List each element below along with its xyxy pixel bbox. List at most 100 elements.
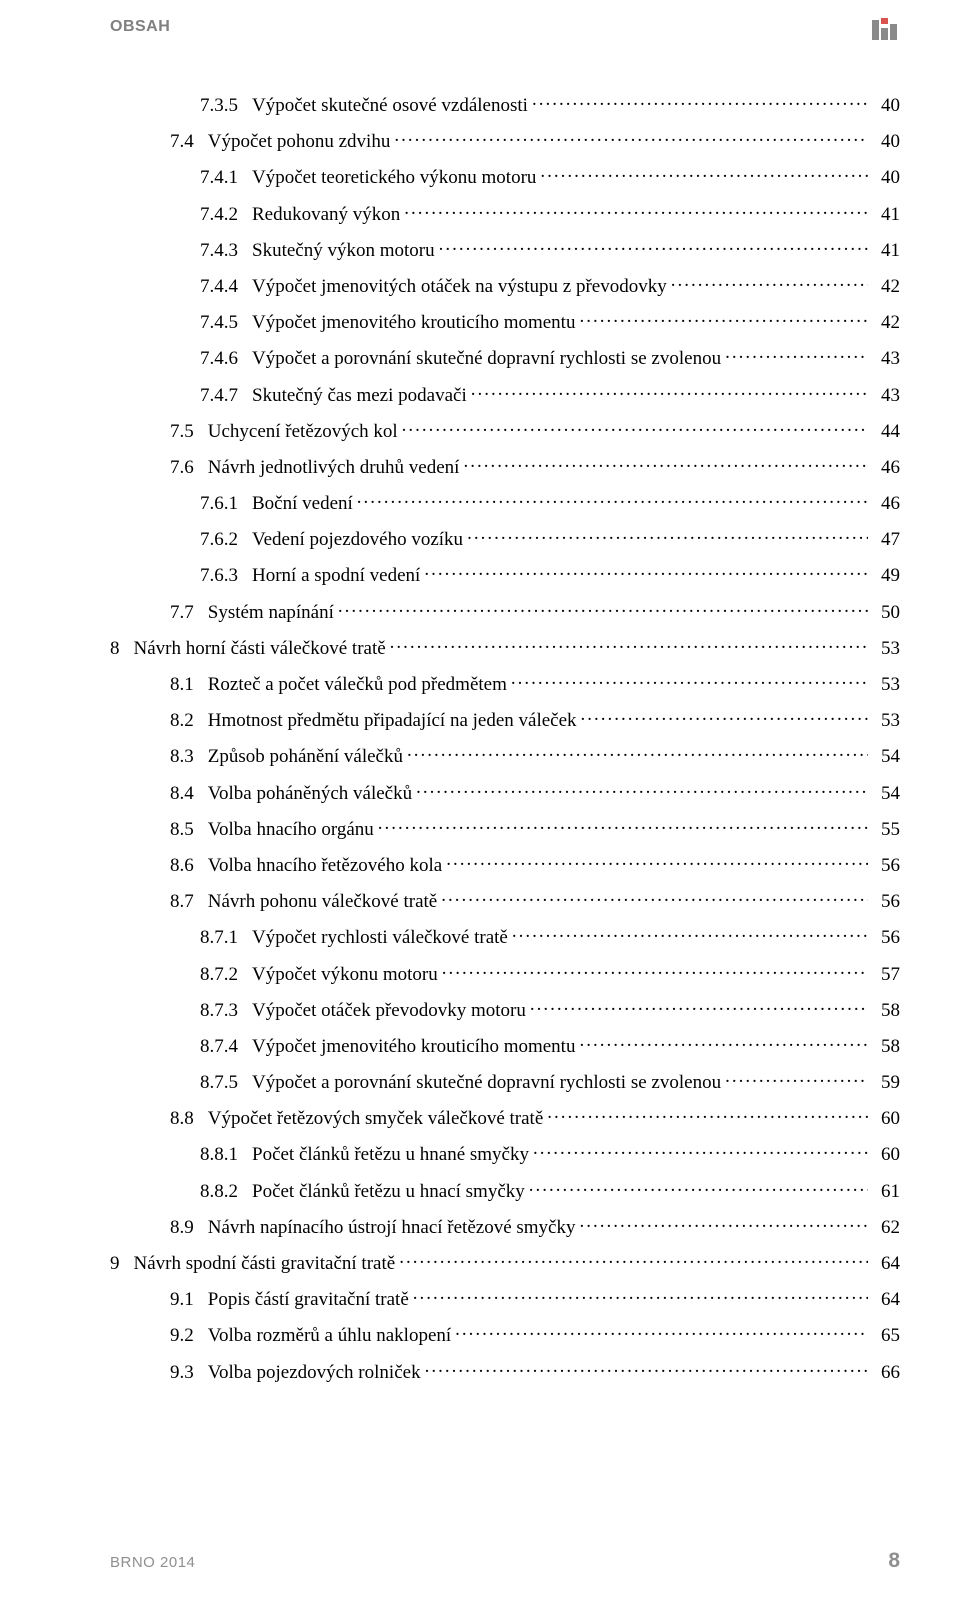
- toc-entry-title: Volba hnacího orgánu: [208, 820, 374, 839]
- toc-entry-title: Popis částí gravitační tratě: [208, 1290, 409, 1309]
- toc-leader-dots: [530, 997, 868, 1016]
- toc-entry-number: 8.9: [170, 1218, 208, 1237]
- toc-entry-title: Vedení pojezdového vozíku: [252, 530, 463, 549]
- toc-entry-page: 42: [872, 277, 900, 296]
- toc-entry: 8.2Hmotnost předmětu připadající na jede…: [110, 707, 900, 730]
- toc-leader-dots: [446, 852, 868, 871]
- toc-entry-number: 7.4.6: [200, 349, 252, 368]
- toc-entry-page: 53: [872, 639, 900, 658]
- toc-entry-page: 41: [872, 205, 900, 224]
- toc-leader-dots: [532, 92, 868, 111]
- toc-leader-dots: [399, 1250, 868, 1269]
- toc-entry: 7.6Návrh jednotlivých druhů vedení46: [110, 454, 900, 477]
- toc-entry: 9.2Volba rozměrů a úhlu naklopení65: [110, 1322, 900, 1345]
- toc-entry-page: 55: [872, 820, 900, 839]
- toc-entry-title: Výpočet řetězových smyček válečkové trat…: [208, 1109, 544, 1128]
- toc-entry: 7.6.2Vedení pojezdového vozíku 47: [110, 526, 900, 549]
- toc-entry: 7.7Systém napínání50: [110, 599, 900, 622]
- toc-entry-page: 56: [872, 892, 900, 911]
- toc-entry-number: 8.7.5: [200, 1073, 252, 1092]
- toc-entry-title: Návrh napínacího ústrojí hnací řetězové …: [208, 1218, 576, 1237]
- toc-entry: 8.7.3Výpočet otáček převodovky motoru58: [110, 997, 900, 1020]
- toc-entry-title: Výpočet pohonu zdvihu: [208, 132, 391, 151]
- toc-entry-number: 7.6.2: [200, 530, 252, 549]
- toc-entry-number: 8.7: [170, 892, 208, 911]
- toc-entry-number: 9: [110, 1254, 134, 1273]
- toc-entry-title: Výpočet rychlosti válečkové tratě: [252, 928, 508, 947]
- toc-entry-page: 57: [872, 965, 900, 984]
- toc-entry-title: Hmotnost předmětu připadající na jeden v…: [208, 711, 577, 730]
- toc-entry-page: 59: [872, 1073, 900, 1092]
- toc-leader-dots: [463, 454, 868, 473]
- toc-entry-number: 9.1: [170, 1290, 208, 1309]
- toc-leader-dots: [512, 924, 868, 943]
- header-title: OBSAH: [110, 18, 170, 36]
- toc-entry: 8.6Volba hnacího řetězového kola56: [110, 852, 900, 875]
- toc-entry-title: Výpočet výkonu motoru: [252, 965, 438, 984]
- toc-leader-dots: [441, 888, 868, 907]
- toc-entry-page: 47: [872, 530, 900, 549]
- toc-entry-title: Volba poháněných válečků: [208, 784, 412, 803]
- toc-leader-dots: [425, 1359, 868, 1378]
- toc-entry-number: 7.4.1: [200, 168, 252, 187]
- toc-entry: 8.4Volba poháněných válečků54: [110, 780, 900, 803]
- toc-entry: 8.1Rozteč a počet válečků pod předmětem5…: [110, 671, 900, 694]
- toc-entry-page: 56: [872, 856, 900, 875]
- toc-leader-dots: [357, 490, 868, 509]
- toc-entry-number: 7.4.4: [200, 277, 252, 296]
- toc-entry-title: Volba pojezdových rolniček: [208, 1363, 421, 1382]
- toc-leader-dots: [413, 1286, 868, 1305]
- toc-entry-page: 50: [872, 603, 900, 622]
- toc-entry-number: 8.7.2: [200, 965, 252, 984]
- toc-entry: 9Návrh spodní části gravitační tratě64: [110, 1250, 900, 1273]
- toc-entry-title: Návrh horní části válečkové tratě: [134, 639, 386, 658]
- toc-entry-number: 8.6: [170, 856, 208, 875]
- toc-entry-page: 60: [872, 1109, 900, 1128]
- toc-entry-number: 8.7.3: [200, 1001, 252, 1020]
- toc-entry-page: 61: [872, 1182, 900, 1201]
- toc-entry: 8.8.1Počet článků řetězu u hnané smyčky6…: [110, 1141, 900, 1164]
- toc-entry-number: 7.4: [170, 132, 208, 151]
- toc-entry-page: 58: [872, 1037, 900, 1056]
- toc-entry-number: 8.5: [170, 820, 208, 839]
- toc-entry-title: Redukovaný výkon: [252, 205, 400, 224]
- toc-entry-number: 7.6: [170, 458, 208, 477]
- toc-entry-page: 40: [872, 168, 900, 187]
- toc-leader-dots: [394, 128, 868, 147]
- toc-entry-number: 9.3: [170, 1363, 208, 1382]
- toc-entry: 8.7.1Výpočet rychlosti válečkové tratě56: [110, 924, 900, 947]
- toc-entry-number: 8.1: [170, 675, 208, 694]
- toc-leader-dots: [416, 780, 868, 799]
- toc-entry-title: Výpočet otáček převodovky motoru: [252, 1001, 526, 1020]
- toc-leader-dots: [581, 707, 868, 726]
- toc-entry: 8.5Volba hnacího orgánu 55: [110, 816, 900, 839]
- toc-entry-title: Rozteč a počet válečků pod předmětem: [208, 675, 507, 694]
- toc-entry: 7.4.6Výpočet a porovnání skutečné doprav…: [110, 345, 900, 368]
- toc-entry-number: 7.6.1: [200, 494, 252, 513]
- toc-entry-number: 7.4.2: [200, 205, 252, 224]
- toc-entry: 8.7.4Výpočet jmenovitého krouticího mome…: [110, 1033, 900, 1056]
- toc-leader-dots: [579, 1033, 868, 1052]
- toc-leader-dots: [580, 1214, 869, 1233]
- toc-entry-page: 40: [872, 132, 900, 151]
- toc-entry-title: Volba rozměrů a úhlu naklopení: [208, 1326, 451, 1345]
- toc-entry: 7.4Výpočet pohonu zdvihu 40: [110, 128, 900, 151]
- toc-entry: 9.3Volba pojezdových rolniček66: [110, 1359, 900, 1382]
- toc-entry: 8.8.2Počet článků řetězu u hnací smyčky6…: [110, 1178, 900, 1201]
- toc-entry-page: 53: [872, 711, 900, 730]
- toc-entry-page: 46: [872, 458, 900, 477]
- toc-leader-dots: [402, 418, 868, 437]
- toc-entry-title: Návrh pohonu válečkové tratě: [208, 892, 438, 911]
- toc-entry: 8.9Návrh napínacího ústrojí hnací řetězo…: [110, 1214, 900, 1237]
- toc-entry: 8.7.2Výpočet výkonu motoru 57: [110, 961, 900, 984]
- toc-leader-dots: [378, 816, 868, 835]
- toc-leader-dots: [579, 309, 868, 328]
- toc-entry-title: Systém napínání: [208, 603, 334, 622]
- toc-entry-number: 7.4.7: [200, 386, 252, 405]
- toc-leader-dots: [725, 345, 868, 364]
- toc-entry-page: 46: [872, 494, 900, 513]
- toc-entry-number: 7.4.5: [200, 313, 252, 332]
- toc-entry-number: 7.3.5: [200, 96, 252, 115]
- toc-entry: 7.3.5Výpočet skutečné osové vzdálenosti4…: [110, 92, 900, 115]
- footer-left-text: BRNO 2014: [110, 1554, 195, 1571]
